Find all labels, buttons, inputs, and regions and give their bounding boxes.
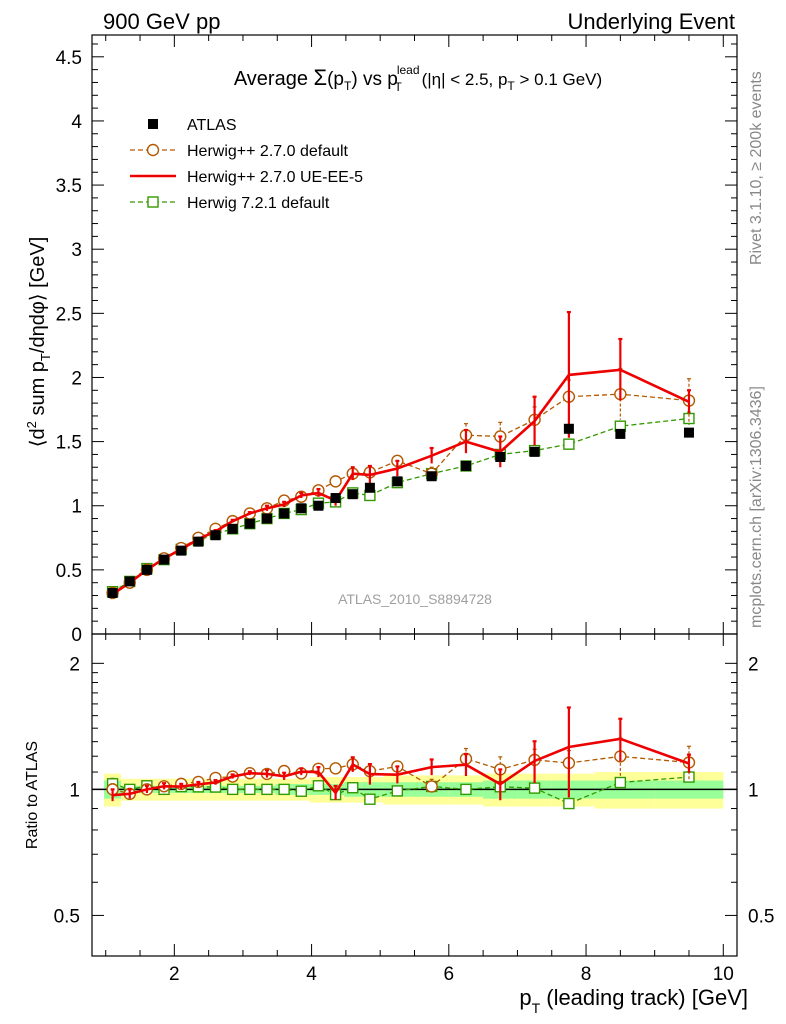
series-2-ratio-point [295,785,307,797]
series-2-ratio-point [278,783,290,796]
series-0-main-line [112,393,690,594]
series-2-ratio-point [614,776,627,789]
x-tick-label: 10 [713,964,734,985]
rivet-version-label: Rivet 3.1.10, ≥ 200k events [748,71,765,265]
y-tick-label-main: 4 [71,112,82,133]
legend-label-2: Herwig 7.2.1 default [187,195,330,212]
atlas-data-point [244,518,255,529]
y-tick-label-ratio: 0.5 [54,906,80,927]
y-tick-label-main: 0.5 [56,561,82,582]
series-0-ratio-point [425,780,438,793]
series-0-main-point [329,475,342,488]
series-2-ratio-point [312,780,325,792]
series-2-ratio-point [347,782,359,794]
series-2-main-point [683,412,695,425]
series-2-ratio-point [244,783,256,796]
y-tick-label-main: 3 [71,240,82,261]
series-2-main-line [112,417,690,593]
legend-label-0: Herwig++ 2.7.0 default [187,143,349,160]
x-tick-label: 2 [169,964,180,985]
legend-atlas-marker [148,119,158,129]
x-tick-label: 4 [306,964,317,985]
y-tick-label-main: 1 [71,497,82,518]
series-2-ratio-point [261,783,273,796]
series-2-main-point [563,438,575,450]
atlas-data-point [683,427,694,438]
ratio-plot-series [106,706,696,810]
header-right: Underlying Event [567,9,735,34]
atlas-data-point [227,523,238,534]
y-tick-label-ratio: 1 [69,780,80,801]
atlas-data-point [261,513,272,524]
x-axis-label: pT (leading track) [GeV] [519,985,748,1016]
y-tick-label-ratio-right: 2 [748,654,759,675]
atlas-data-point [313,500,324,511]
atlas-data-point [529,446,540,457]
plot-title: Average Σ(pT) vs plead T (|η| < 2.5, pT >… [234,63,602,94]
y-tick-label-main: 0 [71,625,82,646]
y-axis-label-ratio: Ratio to ATLAS [24,741,41,849]
legend-label-1: Herwig++ 2.7.0 UE-EE-5 [187,169,363,186]
ratio-uncertainty-bands [92,772,737,809]
y-tick-label-main: 2.5 [56,304,82,325]
series-2-ratio-point [391,785,404,797]
atlas-data-point [563,423,574,434]
atlas-data-point [141,564,152,575]
atlas-data-point [392,476,403,487]
atlas-data-point [296,503,307,514]
atlas-data-point [615,428,626,439]
atlas-data-point [330,493,341,504]
y-tick-label-ratio-right: 0.5 [748,906,774,927]
y-tick-label-ratio: 2 [69,654,80,675]
series-2-ratio-point [563,797,575,810]
atlas-data-point [176,545,187,556]
atlas-data-point [124,576,135,587]
y-tick-label-main: 4.5 [56,48,82,69]
series-2-ratio-point [460,783,472,796]
main-plot-series [106,310,696,600]
analysis-watermark: ATLAS_2010_S8894728 [338,591,492,607]
legend-atlas-label: ATLAS [187,117,237,134]
series-2-ratio-point [364,793,376,805]
y-tick-label-main: 1.5 [56,433,82,454]
atlas-data-point [107,587,118,598]
atlas-data-point [347,489,358,500]
mcplots-reference-label: mcplots.cern.ch [arXiv:1306.3436] [748,386,765,628]
y-tick-label-main: 3.5 [56,176,82,197]
atlas-data-point [159,554,170,565]
x-tick-label: 6 [444,964,455,985]
series-2-ratio-point [528,782,541,794]
legend: ATLAS Herwig++ 2.7.0 default Herwig++ 2.7.… [130,117,363,212]
atlas-data-point [460,460,471,471]
series-0-ratio-point [329,762,342,775]
atlas-data-point [193,536,204,547]
atlas-data-point [364,482,375,493]
y-tick-label-main: 2 [71,368,82,389]
series-2-ratio-point [226,783,239,796]
axis-ticks: 2 4 6 8 10 0 0.5 1 1.5 2 2.5 3 3.5 4 4.5 0.5 0.5 1 1 2 2 [54,35,774,985]
legend-marker-2 [147,196,159,208]
legend-marker-0 [146,143,160,157]
atlas-data-point [495,451,506,462]
y-tick-label-ratio-right: 1 [748,780,759,801]
y-axis-label-main: ⟨d2 sum pT/dηdφ⟩ [GeV] [24,237,53,448]
header-left: 900 GeV pp [103,9,220,34]
atlas-data-point [279,508,290,519]
atlas-data-point [426,471,437,482]
atlas-data-point [210,530,221,541]
series-1-ratio-line [112,737,690,797]
x-tick-label: 8 [581,964,592,985]
